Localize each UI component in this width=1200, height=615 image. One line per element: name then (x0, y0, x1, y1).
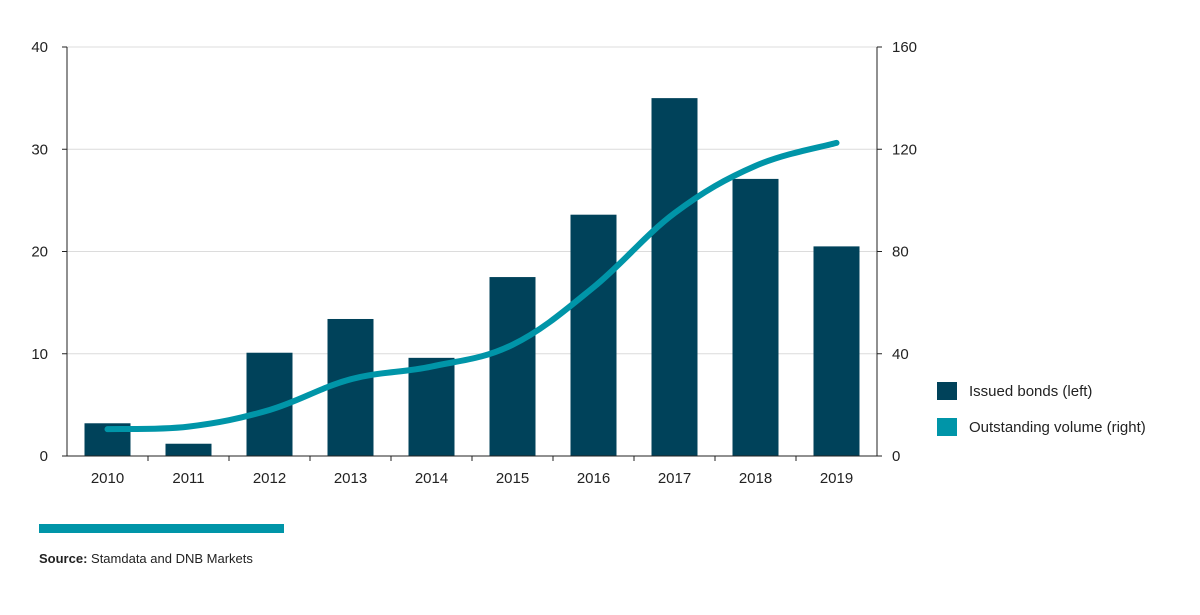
right-tick-label: 40 (892, 346, 909, 363)
source-text: Stamdata and DNB Markets (87, 551, 253, 566)
bar-2018 (732, 178, 779, 456)
left-tick-label: 40 (31, 39, 48, 56)
bar-2014 (408, 357, 455, 456)
legend-label-outstanding-volume: Outstanding volume (right) (969, 419, 1146, 436)
legend-swatch-issued-bonds (937, 382, 957, 400)
right-tick-label: 0 (892, 448, 900, 465)
x-tick-label-2015: 2015 (496, 470, 529, 487)
outstanding-volume-line (104, 139, 840, 433)
bar-2016 (570, 214, 617, 456)
x-tick-label-2017: 2017 (658, 470, 691, 487)
x-axis-ticks: 2010 2011 2012 2013 2014 2015 2016 2017 2018 2019 (91, 456, 853, 487)
legend: Issued bonds (left) Outstanding volume (r… (937, 382, 1146, 436)
left-tick-label: 10 (31, 346, 48, 363)
x-tick-label-2019: 2019 (820, 470, 853, 487)
x-tick-label-2011: 2011 (172, 470, 204, 487)
right-tick-label: 160 (892, 39, 917, 56)
bar-2017 (651, 98, 698, 456)
right-tick-label: 120 (892, 141, 917, 158)
x-tick-label-2013: 2013 (334, 470, 367, 487)
left-tick-label: 0 (40, 448, 48, 465)
x-tick-label-2014: 2014 (415, 470, 448, 487)
right-axis-ticks: 0 40 80 120 160 (877, 39, 917, 465)
issued-bonds-bars (84, 98, 860, 456)
source-note: Source: Stamdata and DNB Markets (39, 551, 253, 566)
bar-2013 (327, 318, 374, 456)
legend-label-issued-bonds: Issued bonds (left) (969, 383, 1092, 400)
bar-2015 (489, 277, 536, 456)
source-label: Source: (39, 551, 88, 566)
left-axis-ticks: 0 10 20 30 40 (31, 39, 67, 465)
bar-2011 (165, 443, 212, 456)
x-tick-label-2018: 2018 (739, 470, 772, 487)
x-tick-label-2010: 2010 (91, 470, 124, 487)
right-tick-label: 80 (892, 244, 909, 261)
left-tick-label: 30 (31, 141, 48, 158)
accent-bar (39, 524, 284, 533)
legend-swatch-outstanding-volume (937, 418, 957, 436)
x-tick-label-2012: 2012 (253, 470, 286, 487)
bar-2019 (813, 246, 860, 456)
left-tick-label: 20 (31, 244, 48, 261)
x-tick-label-2016: 2016 (577, 470, 610, 487)
outstanding-volume-line-group (104, 139, 840, 433)
